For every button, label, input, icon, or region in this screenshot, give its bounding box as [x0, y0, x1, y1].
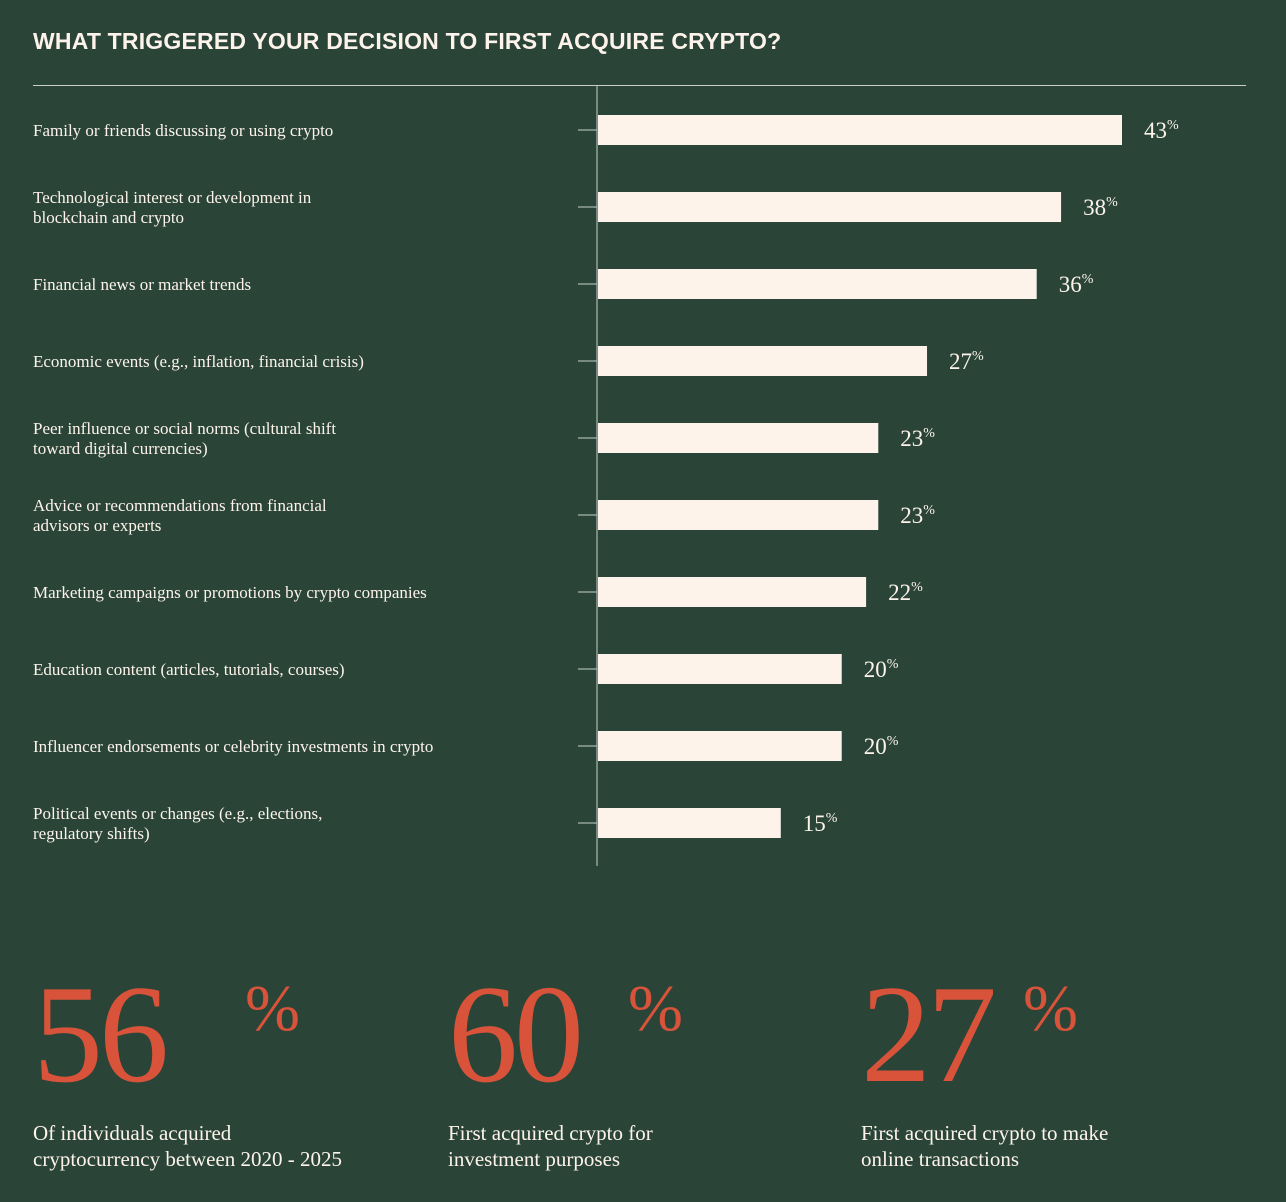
stat-figure: 56 %	[33, 960, 413, 1110]
stat-caption: First acquired crypto for investment pur…	[448, 1121, 653, 1171]
bar	[598, 423, 879, 453]
stat-number: 27	[861, 957, 997, 1112]
stat-figure: 27 %	[861, 960, 1241, 1110]
value-label: 43%	[1144, 118, 1179, 143]
stat-number: 60	[448, 957, 584, 1112]
bar	[598, 577, 867, 607]
bar	[598, 500, 879, 530]
category-label: Political events or changes (e.g., elect…	[33, 804, 322, 843]
bar	[598, 346, 928, 376]
value-label: 23%	[900, 503, 935, 528]
chart-title: WHAT TRIGGERED YOUR DECISION TO FIRST AC…	[33, 28, 782, 54]
bar	[598, 808, 781, 838]
category-label: Technological interest or development in…	[33, 188, 312, 227]
value-label: 20%	[864, 657, 899, 682]
bar	[598, 654, 842, 684]
bar	[598, 192, 1062, 222]
category-label: Advice or recommendations from financial…	[33, 496, 327, 535]
value-label: 20%	[864, 734, 899, 759]
bar	[598, 115, 1122, 145]
value-label: 27%	[949, 349, 984, 374]
title-divider	[33, 85, 1246, 86]
stat-block-investment-purposes: 60 % First acquired crypto for investmen…	[448, 960, 828, 1172]
value-label: 38%	[1083, 195, 1118, 220]
stat-block-online-transactions: 27 % First acquired crypto to make onlin…	[861, 960, 1241, 1172]
stat-block-acquired-2020-2025: 56 % Of individuals acquired cryptocurre…	[33, 960, 413, 1172]
bar-chart: Family or friends discussing or using cr…	[33, 86, 1179, 866]
stat-caption: First acquired crypto to make online tra…	[861, 1121, 1109, 1171]
value-label: 15%	[803, 811, 838, 836]
percent-symbol: %	[1023, 972, 1078, 1045]
category-label: Peer influence or social norms (cultural…	[33, 419, 336, 458]
category-label: Economic events (e.g., inflation, financ…	[33, 352, 364, 371]
stat-caption: Of individuals acquired cryptocurrency b…	[33, 1121, 343, 1171]
category-label: Influencer endorsements or celebrity inv…	[33, 737, 433, 756]
value-label: 22%	[888, 580, 923, 605]
bar	[598, 269, 1037, 299]
category-label: Family or friends discussing or using cr…	[33, 121, 333, 140]
value-label: 36%	[1059, 272, 1094, 297]
category-label: Financial news or market trends	[33, 275, 251, 294]
percent-symbol: %	[628, 972, 683, 1045]
bar	[598, 731, 842, 761]
category-label: Marketing campaigns or promotions by cry…	[33, 583, 427, 602]
stat-figure: 60 %	[448, 960, 828, 1110]
stat-number: 56	[33, 957, 169, 1112]
value-label: 23%	[900, 426, 935, 451]
percent-symbol: %	[245, 972, 300, 1045]
category-label: Education content (articles, tutorials, …	[33, 660, 345, 679]
